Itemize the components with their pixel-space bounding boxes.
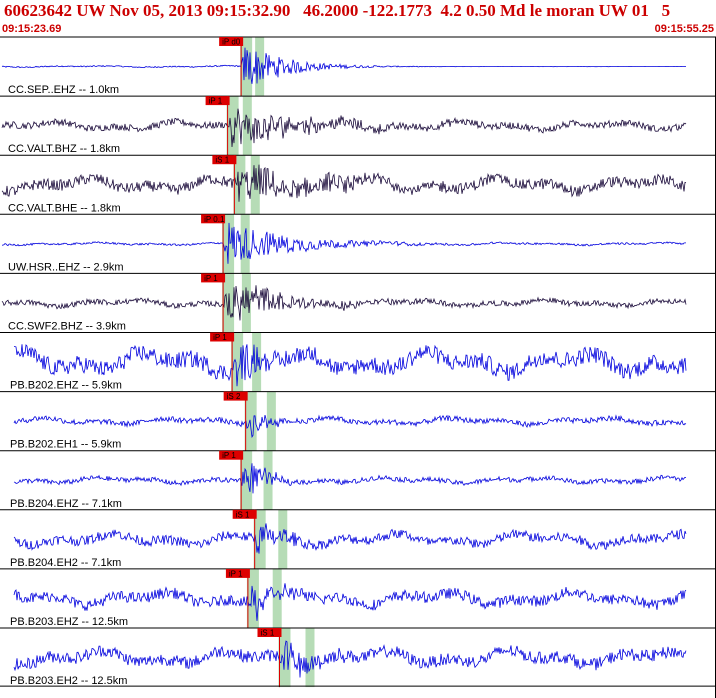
p-window-shade (233, 155, 246, 215)
pick-label: iP d0 (222, 38, 241, 47)
trace-row: iP 1 PB.B204.EHZ -- 7.1km (0, 450, 716, 510)
pick-flag (210, 332, 235, 342)
station-label: PB.B203.EH2 -- 12.5km (10, 675, 127, 687)
pick-flag (212, 155, 237, 165)
waveform (1, 47, 687, 84)
waveform (13, 523, 687, 554)
trace-row: iS 1 PB.B204.EH2 -- 7.1km (0, 509, 716, 569)
pick-label: iP 1 (204, 274, 218, 283)
trace-row: iP 1 PB.B203.EHZ -- 12.5km (0, 568, 716, 628)
waveform (13, 640, 687, 678)
pick-label: iP 0.1 (204, 215, 225, 224)
pick-label: iP 1 (209, 97, 223, 106)
waveform (13, 414, 687, 439)
trace-row: iP 1 PB.B202.EHZ -- 5.9km (0, 332, 716, 392)
trace-row: iS 1 CC.VALT.BHE -- 1.8km (0, 154, 716, 215)
trace-row: iS 2 PB.B202.EH1 -- 5.9km (0, 391, 716, 451)
waveform (1, 285, 687, 321)
station-label: PB.B204.EH2 -- 7.1km (10, 557, 121, 569)
start-time-label: 09:15:23.69 (2, 23, 62, 35)
p-window-shade (246, 568, 259, 628)
station-label: UW.HSR..EHZ -- 2.9km (8, 261, 124, 273)
pick-flag (232, 509, 257, 519)
event-header: 60623642 UW Nov 05, 2013 09:15:32.90 46.… (4, 1, 671, 20)
s-window-shade (240, 214, 250, 274)
end-time-label: 09:15:55.25 (654, 23, 714, 35)
waveform (1, 164, 687, 202)
s-window-shade (278, 509, 288, 569)
station-label: PB.B202.EHZ -- 5.9km (10, 380, 122, 392)
pick-flag (205, 96, 230, 106)
station-label: PB.B203.EHZ -- 12.5km (10, 616, 128, 628)
p-window-shade (222, 273, 235, 333)
station-label: PB.B204.EHZ -- 7.1km (10, 498, 122, 510)
pick-flag (219, 37, 244, 46)
s-window-shade (305, 628, 315, 688)
station-label: PB.B202.EH1 -- 5.9km (10, 439, 121, 451)
pick-label: iS 1 (215, 156, 229, 165)
p-window-shade (240, 450, 253, 510)
pick-label: iP 1 (213, 333, 227, 342)
waveform (13, 583, 687, 621)
pick-flag (257, 628, 282, 637)
trace-row: iP d0 CC.SEP..EHZ -- 1.0km (0, 36, 716, 97)
p-window-shade (231, 332, 244, 392)
pick-flag (201, 214, 226, 224)
pick-label: iP 1 (222, 451, 236, 460)
pick-label: iP 1 (229, 569, 243, 578)
pick-flag (223, 391, 248, 401)
trace-row: iS 1 PB.B203.EH2 -- 12.5km (0, 627, 716, 688)
pick-flag (225, 568, 250, 578)
waveform (1, 108, 687, 148)
waveform (1, 222, 686, 264)
p-window-shade (244, 391, 257, 451)
pick-label: iS 1 (260, 629, 274, 638)
station-label: CC.SEP..EHZ -- 1.0km (8, 84, 119, 96)
station-label: CC.SWF2.BHZ -- 3.9km (8, 321, 126, 333)
station-label: CC.VALT.BHE -- 1.8km (8, 202, 121, 214)
trace-row: iP 1 CC.VALT.BHZ -- 1.8km (0, 95, 716, 156)
p-window-shade (226, 96, 239, 156)
station-label: CC.VALT.BHZ -- 1.8km (8, 143, 120, 155)
pick-flag (219, 450, 244, 460)
pick-flag (201, 273, 226, 283)
pick-label: iS 2 (227, 392, 241, 401)
trace-row: iP 0.1 UW.HSR..EHZ -- 2.9km (0, 213, 716, 274)
s-window-shade (272, 568, 282, 628)
trace-row: iP 1 CC.SWF2.BHZ -- 3.9km (0, 272, 716, 333)
waveform (13, 463, 687, 494)
pick-label: iS 1 (236, 510, 250, 519)
waveform (13, 344, 687, 387)
